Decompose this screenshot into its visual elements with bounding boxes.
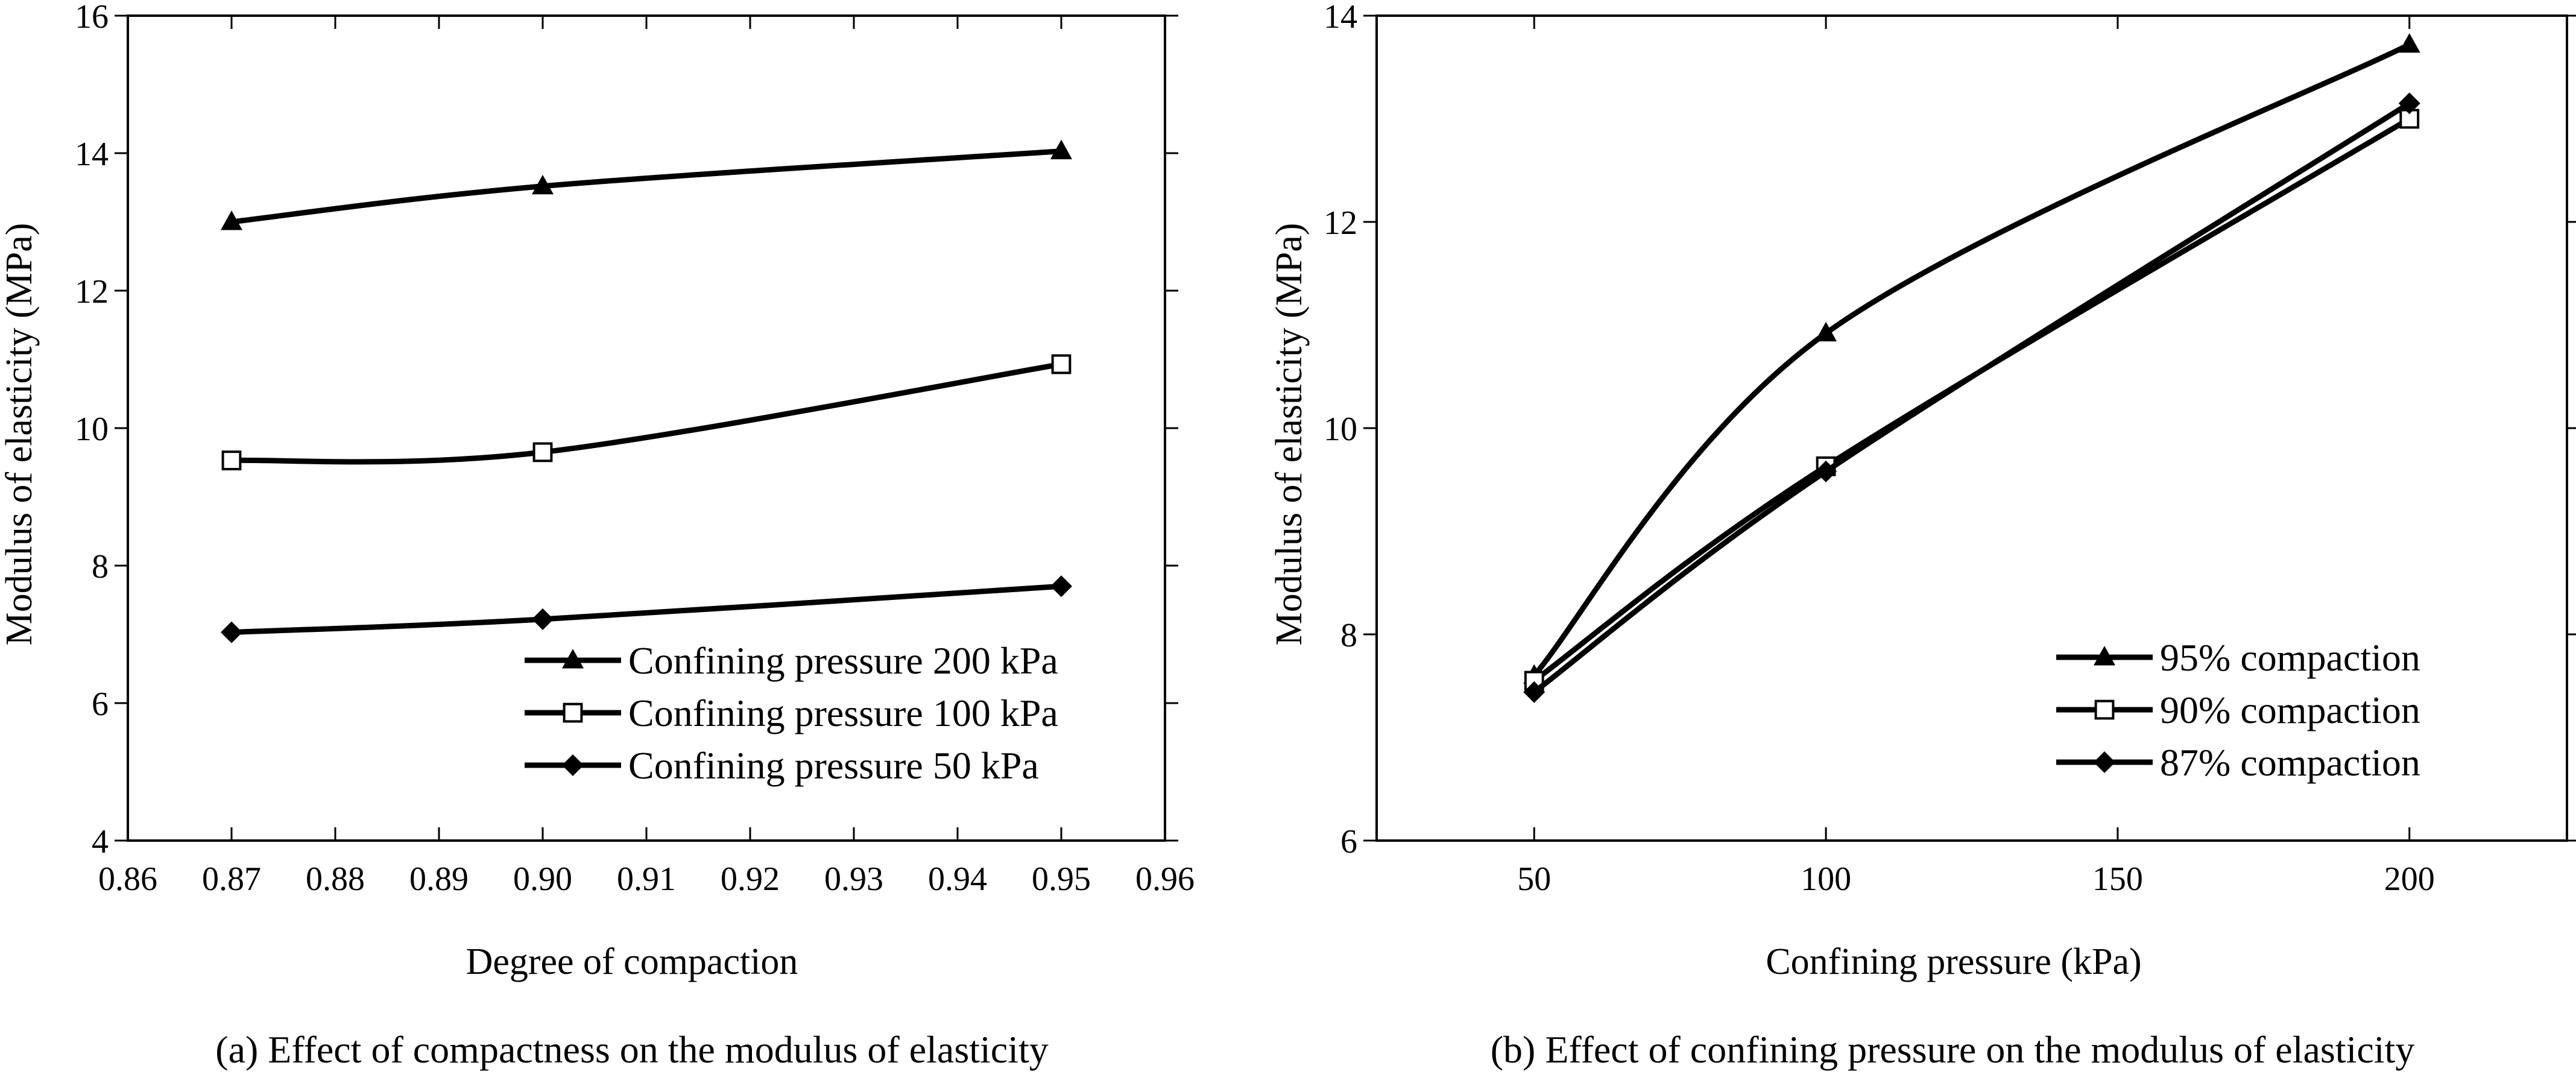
legend-marker [563, 702, 583, 723]
x-tick-label: 0.95 [1032, 860, 1091, 898]
panel-a-series [221, 139, 1072, 643]
legend-label: 87% compaction [2160, 741, 2420, 784]
y-tick-label: 8 [92, 548, 109, 586]
series-1 [221, 139, 1072, 230]
legend-marker [2094, 751, 2115, 773]
legend-label: Confining pressure 50 kPa [628, 744, 1039, 787]
panel-a-ticks [115, 14, 1178, 842]
legend-marker [562, 754, 584, 776]
y-tick-label: 14 [75, 136, 109, 173]
series-line [229, 361, 1064, 465]
x-tick-label: 0.94 [928, 860, 987, 898]
x-tick-label: 0.91 [617, 860, 676, 898]
data-point [1815, 460, 1837, 482]
y-tick-label: 4 [92, 823, 109, 860]
data-point [1523, 681, 1545, 703]
series-line [1531, 100, 2413, 695]
panel-b-tick-labels: 50 100 150 200 6 8 10 12 14 [1324, 0, 2435, 898]
y-tick-label: 12 [75, 273, 109, 311]
y-tick-label: 16 [75, 0, 109, 36]
series-3 [221, 575, 1072, 643]
x-tick-label: 100 [1801, 860, 1851, 898]
panel-a-y-axis-label: Modulus of elasticity (MPa) [0, 223, 40, 646]
legend-label: Confining pressure 100 kPa [628, 692, 1058, 734]
x-tick-label: 0.92 [721, 860, 780, 898]
data-point [221, 450, 242, 470]
data-point [2398, 33, 2420, 53]
legend-label: Confining pressure 200 kPa [628, 639, 1058, 682]
panel-a-chart: 0.86 0.87 0.88 0.89 0.90 0.91 0.92 0.93 0.94 0.95… [0, 0, 1195, 1071]
data-point [532, 442, 553, 462]
series-3 [1523, 92, 2420, 703]
legend-marker [2094, 646, 2115, 666]
y-tick-label: 12 [1324, 204, 1357, 242]
legend-marker [2094, 699, 2115, 720]
x-tick-label: 0.89 [409, 860, 469, 898]
data-point [221, 621, 242, 643]
y-tick-label: 6 [1340, 823, 1357, 860]
x-tick-label: 0.86 [98, 860, 157, 898]
panel-b-chart: 50 100 150 200 6 8 10 12 14 95% compaction 90% co… [1269, 0, 2576, 1071]
data-point [532, 174, 554, 195]
legend-item: Confining pressure 50 kPa [525, 744, 1039, 787]
y-tick-label: 6 [92, 686, 109, 723]
x-tick-label: 0.88 [306, 860, 365, 898]
y-tick-label: 8 [1340, 617, 1357, 654]
x-tick-label: 0.87 [202, 860, 261, 898]
legend-item: 87% compaction [2056, 741, 2420, 784]
legend-marker [562, 649, 584, 669]
panel-a-legend: Confining pressure 200 kPa Confining pres… [525, 639, 1058, 787]
y-tick-label: 10 [1324, 411, 1357, 448]
legend-label: 95% compaction [2160, 636, 2420, 679]
panel-b-ticks [1363, 14, 2576, 842]
x-tick-label: 0.93 [824, 860, 883, 898]
data-point [1815, 321, 1837, 342]
y-tick-label: 14 [1324, 0, 1357, 36]
data-point [1050, 575, 1072, 598]
panel-b-y-axis-label: Modulus of elasticity (MPa) [1269, 223, 1310, 646]
panel-a-tick-labels: 0.86 0.87 0.88 0.89 0.90 0.91 0.92 0.93 0.94 0.95… [75, 0, 1195, 898]
series-2 [1524, 109, 2420, 691]
panel-b-x-axis-label: Confining pressure (kPa) [1766, 941, 2141, 982]
series-2 [221, 354, 1072, 470]
data-point [2398, 92, 2420, 115]
series-line [1531, 42, 2413, 678]
data-point [1051, 354, 1072, 374]
panel-a-caption: (a) Effect of compactness on the modulus… [215, 1028, 1049, 1071]
panel-a-x-axis-label: Degree of compaction [466, 941, 798, 982]
x-tick-label: 0.96 [1135, 860, 1195, 898]
data-point [221, 210, 242, 230]
legend-label: 90% compaction [2160, 689, 2420, 731]
data-point [1050, 139, 1072, 160]
series-line [229, 148, 1064, 225]
legend-item: 90% compaction [2056, 689, 2420, 731]
x-tick-label: 200 [2384, 860, 2435, 898]
x-tick-label: 150 [2092, 860, 2143, 898]
y-tick-label: 10 [75, 411, 109, 448]
series-line [229, 583, 1064, 636]
panel-b-legend: 95% compaction 90% compaction 87% compacti… [2056, 636, 2420, 784]
panel-b-caption: (b) Effect of confining pressure on the … [1491, 1028, 2415, 1071]
x-tick-label: 0.90 [513, 860, 572, 898]
legend-item: Confining pressure 100 kPa [525, 692, 1058, 734]
legend-item: Confining pressure 200 kPa [525, 639, 1058, 682]
data-point [532, 608, 554, 630]
x-tick-label: 50 [1517, 860, 1551, 898]
panel-b-series [1523, 33, 2420, 703]
legend-item: 95% compaction [2056, 636, 2420, 679]
series-line [1531, 116, 2413, 684]
